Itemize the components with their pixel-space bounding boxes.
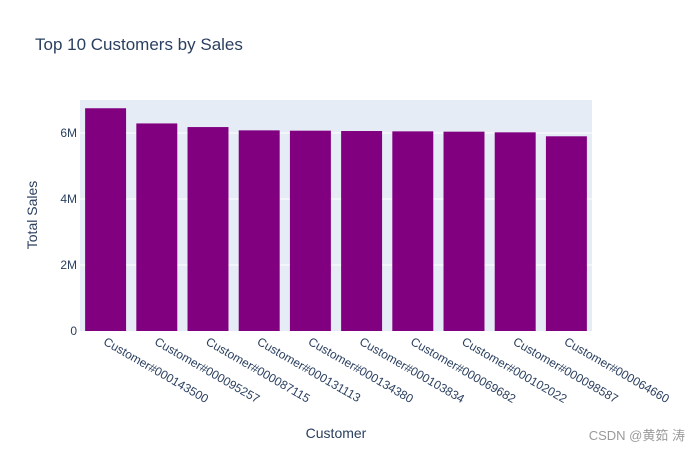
bar — [289, 130, 331, 331]
bar — [136, 123, 178, 332]
bar — [341, 131, 383, 331]
bar — [238, 130, 280, 331]
bar — [443, 131, 485, 331]
y-tick-label: 2M — [60, 258, 77, 272]
x-axis-title: Customer — [306, 425, 367, 441]
y-tick-label: 0 — [70, 324, 77, 338]
bars — [85, 108, 587, 332]
bar — [494, 132, 536, 331]
y-axis-title: Total Sales — [24, 181, 40, 249]
y-tick-label: 6M — [60, 126, 77, 140]
bar — [545, 136, 587, 331]
x-axis-ticks: Customer#000143500Customer#000095257Cust… — [101, 334, 672, 406]
bar — [187, 127, 229, 331]
y-tick-label: 4M — [60, 192, 77, 206]
bar — [392, 131, 434, 331]
bar — [85, 108, 127, 331]
chart-title: Top 10 Customers by Sales — [35, 35, 243, 54]
y-axis-ticks: 0 2M 4M 6M — [60, 126, 77, 338]
watermark: CSDN @黄筎 涛 — [589, 428, 685, 443]
